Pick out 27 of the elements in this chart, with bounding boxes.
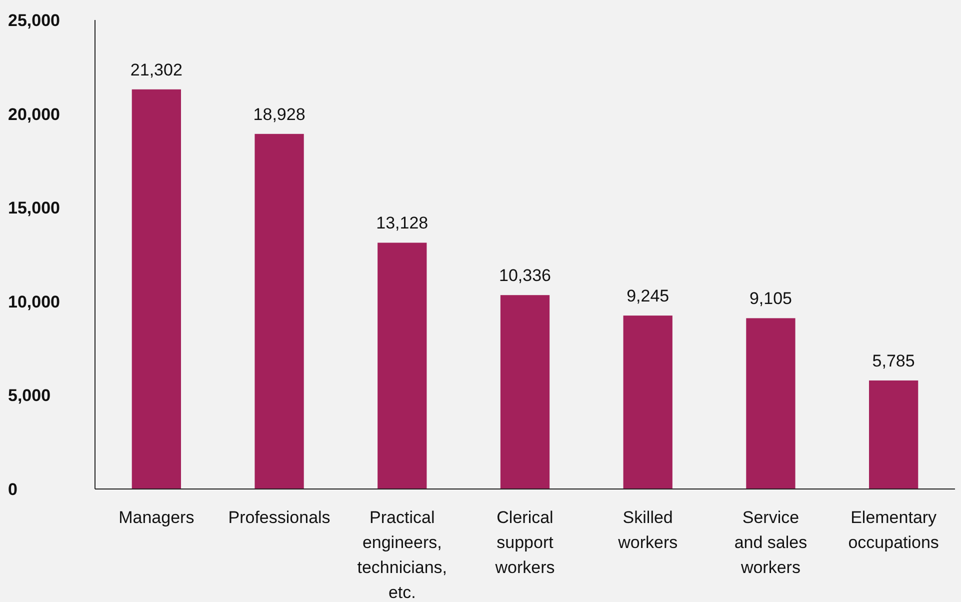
x-tick-label: Managers <box>118 508 194 527</box>
data-label: 9,105 <box>749 289 792 308</box>
data-label: 13,128 <box>376 214 428 233</box>
data-label: 21,302 <box>130 60 182 80</box>
y-tick-label: 25,000 <box>8 10 60 30</box>
bar <box>500 295 550 489</box>
y-tick-label: 20,000 <box>8 104 60 124</box>
x-tick-label: Elementary occupations <box>848 508 939 552</box>
data-label: 10,336 <box>499 266 551 286</box>
bar <box>746 318 796 489</box>
y-tick-label: 0 <box>8 480 18 499</box>
x-tick-label: Professionals <box>228 508 330 527</box>
y-tick-label: 5,000 <box>8 386 51 406</box>
x-tick-label: Service and sales workers <box>734 508 808 577</box>
data-label: 18,928 <box>253 104 306 124</box>
data-label: 9,245 <box>626 286 670 306</box>
x-tick-label: Skilled workers <box>617 508 678 552</box>
y-tick-label: 15,000 <box>8 198 60 218</box>
bar <box>254 134 304 489</box>
bar <box>869 380 918 489</box>
y-tick-label: 10,000 <box>8 292 60 312</box>
x-tick-label: Clerical support workers <box>494 508 555 577</box>
x-tick-label: Practical engineers, technicians, etc. <box>357 508 448 602</box>
bar <box>378 242 427 489</box>
data-label: 5,785 <box>872 351 915 370</box>
bar <box>132 89 181 489</box>
bar <box>623 316 672 489</box>
